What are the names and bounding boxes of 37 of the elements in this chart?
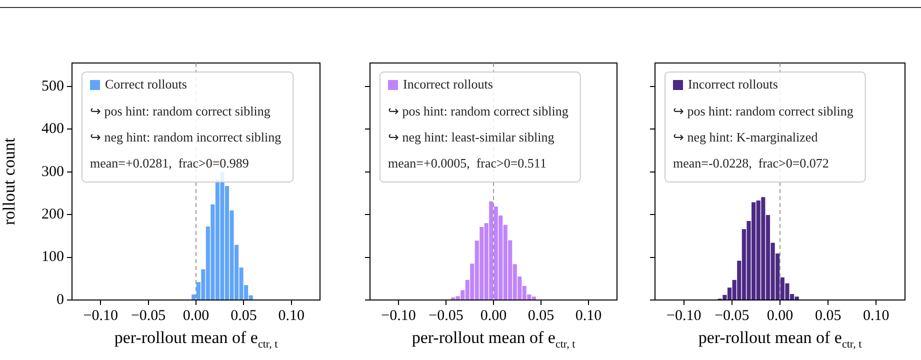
legend-label: Correct rollouts (105, 76, 187, 92)
y-tick-label: 200 (42, 206, 64, 223)
annotation: ↪ neg hint: K-marginalized (673, 129, 818, 144)
x-axis-title: per-rollout mean of e$_{ctr, t}$ (113, 328, 279, 350)
annotation: ↪ pos hint: random correct sibling (90, 103, 271, 118)
x-tick-label: −0.10 (381, 308, 416, 324)
x-tick-label: −0.05 (428, 308, 464, 324)
y-tick-label: 400 (42, 121, 64, 138)
x-tick-label: 0.05 (230, 308, 257, 324)
x-tick-label: 0.10 (278, 308, 305, 324)
x-tick-label: 0.10 (863, 308, 890, 324)
annotation: ↪ neg hint: least-similar sibling (388, 129, 555, 144)
x-tick-label: 0.05 (814, 308, 842, 324)
legend-label: Incorrect rollouts (688, 76, 778, 92)
x-tick-label: 0.00 (480, 308, 507, 324)
y-axis-title: rollout count (0, 138, 19, 226)
x-tick-label: 0.00 (182, 308, 210, 324)
annotation: mean=+0.0281, frac>0=0.989 (90, 155, 249, 170)
x-tick-label: 0.00 (766, 308, 794, 324)
annotation: mean=-0.0228, frac>0=0.072 (673, 155, 829, 170)
annotation: mean=+0.0005, frac>0=0.511 (388, 155, 546, 170)
annotation: ↪ pos hint: random correct sibling (388, 103, 569, 118)
annotation: ↪ neg hint: random incorrect sibling (90, 129, 282, 144)
x-tick-label: −0.05 (130, 308, 166, 324)
x-tick-label: 0.10 (575, 308, 602, 324)
annotation: ↪ pos hint: random correct sibling (673, 103, 854, 118)
x-tick-label: −0.10 (83, 308, 118, 324)
y-tick-label: 300 (42, 164, 64, 180)
x-tick-label: 0.05 (528, 308, 554, 324)
y-tick-label: 100 (42, 249, 64, 266)
x-tick-label: −0.10 (666, 308, 702, 324)
x-tick-label: −0.05 (714, 308, 750, 324)
legend-label: Incorrect rollouts (403, 76, 493, 92)
x-axis-title: per-rollout mean of e$_{ctr, t}$ (410, 328, 576, 350)
x-axis-title: per-rollout mean of e$_{ctr, t}$ (697, 328, 863, 350)
y-tick-label: 500 (42, 78, 64, 94)
y-tick-label: 0 (56, 292, 64, 308)
